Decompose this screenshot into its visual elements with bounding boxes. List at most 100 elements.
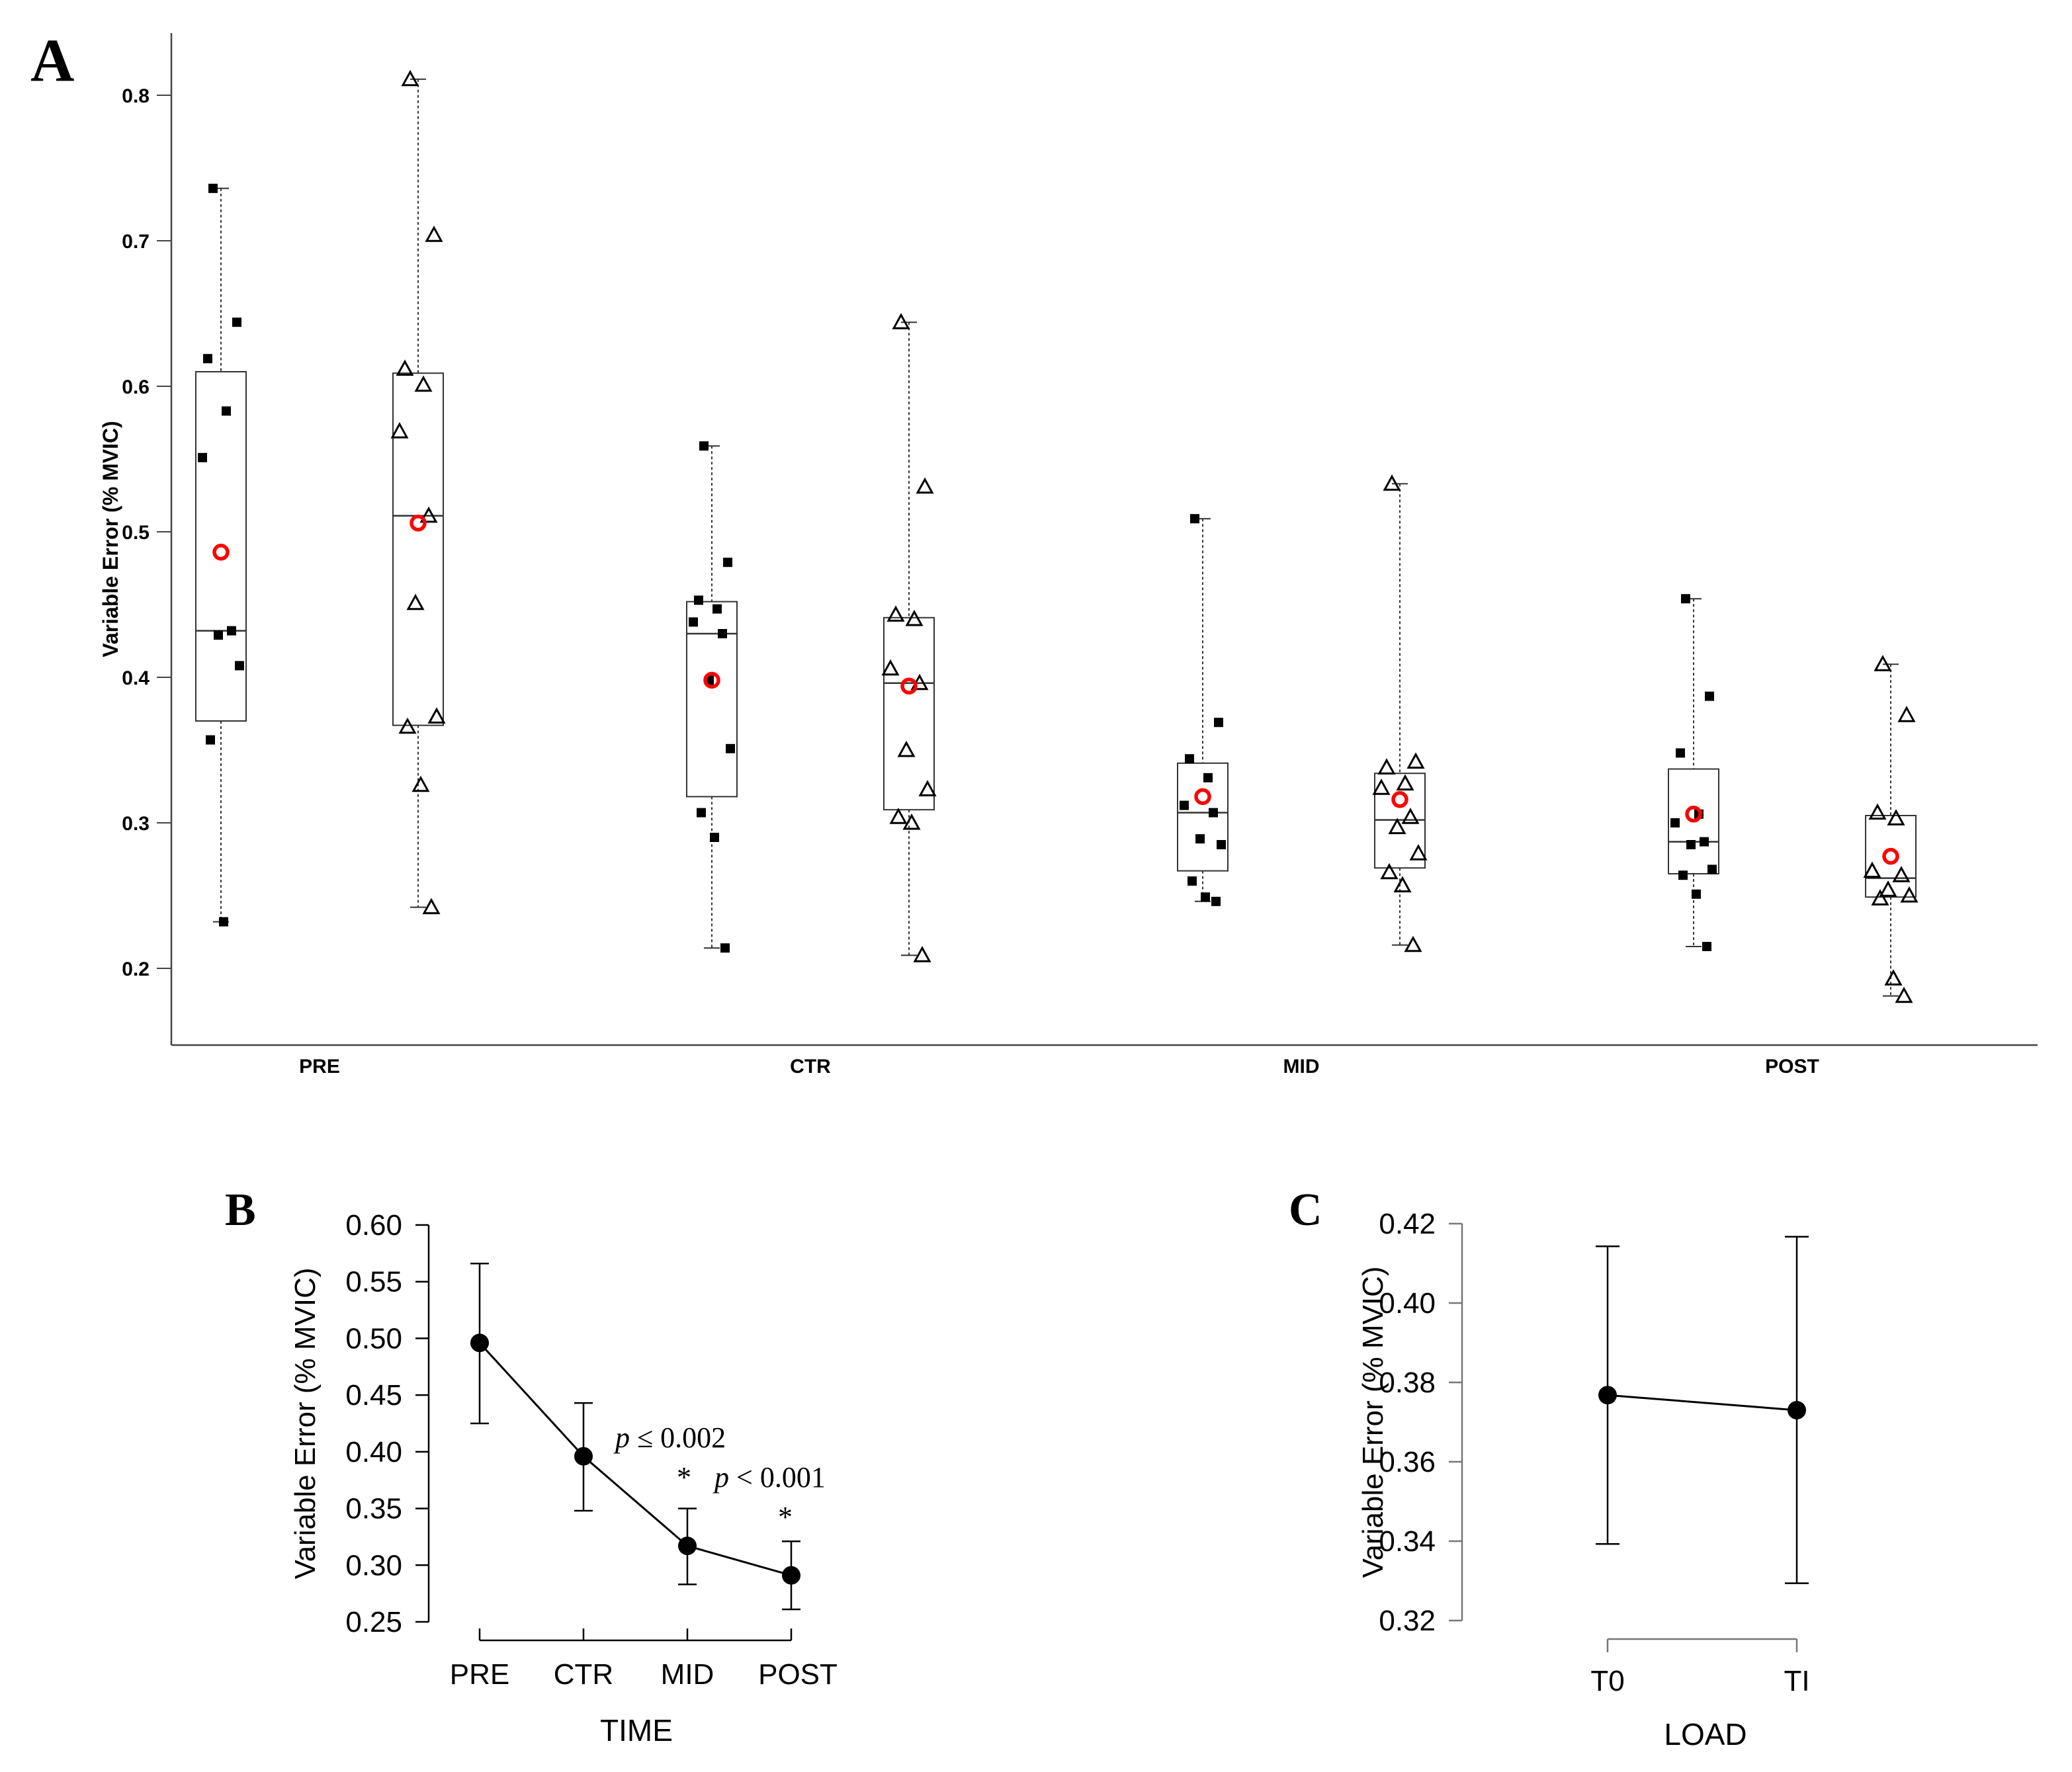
data-point-triangle <box>1396 774 1414 791</box>
panel-b-plot <box>470 1263 800 1611</box>
panel-b-y-tick-label: 0.40 <box>345 1436 402 1468</box>
data-point-square <box>1203 773 1213 782</box>
data-point-triangle <box>905 609 924 626</box>
mean-marker <box>900 677 918 695</box>
data-point-square <box>694 595 703 605</box>
data-point-square <box>1195 834 1205 844</box>
panel-c-plot <box>1596 1236 1809 1584</box>
panel-a-y-tick-label: 0.8 <box>122 85 150 107</box>
panel-b-y-tick-label: 0.25 <box>345 1606 402 1638</box>
data-point-triangle <box>881 659 900 676</box>
panel-b-y-tick-label: 0.35 <box>345 1493 402 1525</box>
data-point-square <box>222 406 231 416</box>
panel-c-y-ticks: 0.32 0.34 0.36 0.38 0.40 0.42 <box>1379 1208 1462 1637</box>
data-point-square <box>1678 870 1688 880</box>
data-point-square <box>1686 840 1696 849</box>
panel-a-x-tick-label: POST <box>1765 1056 1819 1077</box>
data-point-triangle <box>398 717 417 734</box>
data-point-square <box>1187 876 1197 886</box>
data-point-square <box>1190 514 1199 524</box>
panel-a-box-mid-t0 <box>1177 514 1229 906</box>
box-iqr <box>195 371 247 722</box>
panel-a-y-tick-label: 0.7 <box>122 231 150 253</box>
data-point-triangle <box>902 813 921 830</box>
data-point-triangle <box>425 226 443 242</box>
p-relation: < 0.001 <box>729 1461 826 1494</box>
data-point <box>574 1447 593 1466</box>
data-point-square <box>1185 754 1194 764</box>
data-point-triangle <box>1874 655 1892 671</box>
mean-marker <box>1391 791 1408 808</box>
data-point-square <box>1681 594 1690 604</box>
panel-a-y-axis-label: Variable Error (% MVIC) <box>99 421 122 657</box>
data-point-triangle <box>390 422 409 439</box>
panel-c-y-tick-label: 0.32 <box>1379 1605 1436 1637</box>
mean-marker <box>410 515 427 532</box>
panel-a-box-ctr-ti <box>881 313 937 962</box>
data-point-square <box>227 626 236 636</box>
mean-marker <box>1194 788 1211 806</box>
data-point-triangle <box>886 605 905 622</box>
panel-a-x-labels: PRE CTR MID POST <box>299 1056 1819 1077</box>
data-point-square <box>1700 837 1709 847</box>
mean-marker <box>212 544 230 561</box>
panel-c-y-tick-label: 0.42 <box>1379 1208 1436 1240</box>
panel-b: B 0.25 0.30 0.35 0.40 0.45 0.50 0.55 0.60 PRE CT… <box>225 1185 838 1748</box>
panel-a-box-pre-t0 <box>195 183 247 927</box>
p-value-annotation: p ≤ 0.002 <box>613 1421 726 1454</box>
data-point-triangle <box>892 313 910 329</box>
mean-marker <box>703 671 720 689</box>
data-point-triangle <box>1393 876 1412 893</box>
data-point-square <box>720 943 730 953</box>
data-point-square <box>232 317 241 327</box>
panel-a-label: A <box>30 26 74 94</box>
p-symbol: p <box>613 1421 630 1454</box>
data-point <box>470 1333 489 1353</box>
data-point-triangle <box>406 593 425 611</box>
panel-a-x-tick-label: MID <box>1283 1056 1320 1077</box>
data-point-triangle <box>1900 886 1919 903</box>
panel-b-x-tick-label: MID <box>661 1658 714 1691</box>
panel-b-x-axis-label: TIME <box>600 1713 673 1748</box>
data-point-triangle <box>396 359 414 376</box>
data-point-triangle <box>1380 863 1399 880</box>
panel-a-y-tick-label: 0.2 <box>122 958 150 980</box>
data-point <box>1598 1386 1617 1405</box>
significance-star: * <box>677 1461 691 1494</box>
data-point-square <box>1692 889 1701 899</box>
panel-c-y-tick-label: 0.36 <box>1379 1446 1436 1478</box>
mean-marker <box>1685 806 1702 823</box>
panel-a-y-tick-label: 0.5 <box>122 522 150 544</box>
data-point-square <box>1217 840 1226 849</box>
panel-a-boxes <box>195 69 1919 1003</box>
data-point-square <box>219 917 228 927</box>
data-point-square <box>1702 942 1711 951</box>
data-point-triangle <box>1887 809 1905 825</box>
data-point-triangle <box>401 69 419 87</box>
data-point-triangle <box>427 707 446 724</box>
panel-b-x-tick-label: PRE <box>450 1658 509 1691</box>
data-point-triangle <box>1863 861 1881 878</box>
box-iqr <box>883 616 935 811</box>
data-point-square <box>726 743 735 753</box>
data-point-triangle <box>1892 866 1911 882</box>
panel-b-y-tick-label: 0.60 <box>345 1209 402 1242</box>
data-point <box>1788 1401 1806 1419</box>
data-point-square <box>1705 691 1714 701</box>
panel-b-y-axis-label: Variable Error (% MVIC) <box>289 1267 322 1579</box>
data-point-triangle <box>1388 818 1406 835</box>
panel-b-y-ticks: 0.25 0.30 0.35 0.40 0.45 0.50 0.55 0.60 <box>345 1209 429 1638</box>
data-point-triangle <box>1871 889 1889 906</box>
panel-a-box-ctr-t0 <box>686 441 738 953</box>
significance-star: * <box>778 1501 793 1533</box>
p-symbol: p <box>712 1461 729 1494</box>
panel-c-x-axis-label: LOAD <box>1664 1717 1747 1751</box>
mean-marker <box>1882 847 1899 865</box>
panel-b-x-tick-label: CTR <box>554 1658 613 1691</box>
data-point-square <box>1180 800 1189 810</box>
data-point-square <box>1209 808 1218 818</box>
data-point-square <box>198 452 207 462</box>
data-point-triangle <box>1879 880 1897 897</box>
data-point-square <box>712 604 722 614</box>
